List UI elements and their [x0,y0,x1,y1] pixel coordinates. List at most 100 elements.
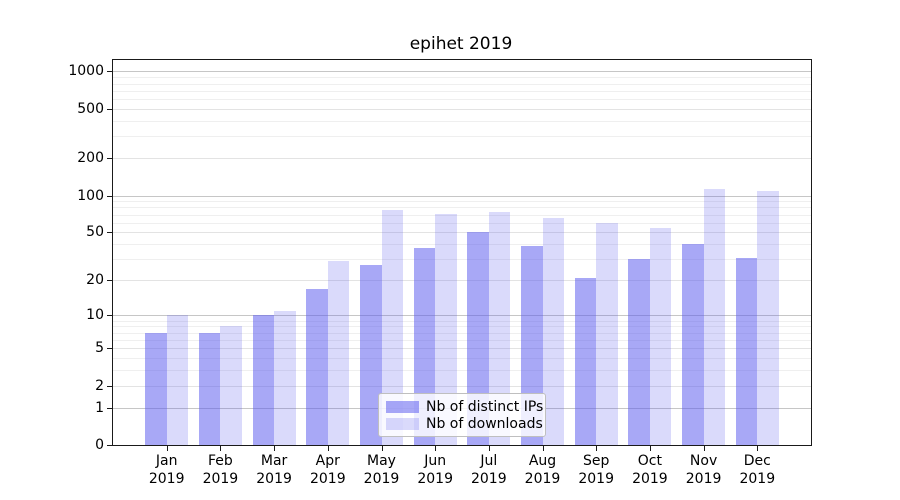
bar-oct-distinct-ips [628,259,650,445]
x-axis-tick-mark [435,446,437,451]
x-axis-month-label: May 2019 [363,453,400,487]
gridline [113,385,811,387]
x-axis-tick-mark [488,446,490,451]
gridline [113,348,811,350]
bar-sep-distinct-ips [574,277,597,445]
y-axis-tick-mark [107,232,112,234]
y-axis-tick-label: 2 [95,377,104,394]
bar-jan-downloads [166,315,189,445]
x-axis-month-label: Jun 2019 [417,453,453,487]
legend-label-downloads: Nb of downloads [426,415,543,432]
y-axis-tick-mark [107,348,112,350]
bar-may-distinct-ips [360,264,382,445]
legend: Nb of distinct IPs Nb of downloads [378,393,546,437]
gridline [113,207,811,209]
x-axis-tick-mark [327,446,329,451]
y-axis-tick-label: 20 [86,272,104,289]
bar-oct-downloads [649,228,672,445]
gridline [113,136,811,138]
x-axis-month-label: Jan 2019 [148,453,185,487]
chart-title: epihet 2019 [409,34,513,54]
y-axis-tick-label: 500 [77,100,104,117]
gridline [113,71,811,73]
bar-nov-distinct-ips [682,244,704,445]
bar-jun-downloads [435,213,457,445]
gridline [113,99,811,100]
gridline [113,83,811,85]
bar-apr-distinct-ips [306,288,328,445]
gridline [113,120,811,122]
gridline [113,332,811,334]
bar-nov-downloads [703,189,726,445]
x-axis-tick-mark [220,446,222,451]
x-axis-tick-mark [649,446,651,451]
x-axis-month-label: Oct 2019 [632,453,668,487]
gridline [113,232,811,234]
y-axis-tick-mark [107,280,112,282]
x-axis-month-label: Aug 2019 [524,453,561,487]
y-axis-tick-mark [107,385,112,387]
x-axis-tick-mark [166,446,168,451]
bar-jan-distinct-ips [145,332,167,445]
x-axis-month-label: Feb 2019 [202,453,239,487]
y-axis-tick-mark [107,195,112,197]
gridline [113,370,811,371]
y-axis-tick-label: 5 [95,340,104,357]
y-axis-tick-mark [107,158,112,160]
gridline [113,244,811,246]
gridline [113,259,811,261]
x-axis-tick-mark [274,446,276,451]
gridline [113,222,811,224]
x-axis-tick-mark [703,446,705,451]
legend-swatch-downloads [386,417,419,430]
x-axis-tick-mark [757,446,759,451]
legend-item-distinct-ips: Nb of distinct IPs [379,398,545,415]
gridline [113,90,811,92]
gridline [113,195,811,197]
bar-jul-downloads [488,211,511,445]
gridline [113,77,811,79]
bar-dec-downloads [757,190,779,445]
bar-aug-downloads [542,217,564,445]
x-axis-month-label: Mar 2019 [256,453,292,487]
y-axis-tick-mark [107,407,112,409]
y-axis-tick-label: 50 [86,224,104,241]
y-axis-tick-label: 0 [95,437,104,453]
x-axis-tick-mark [542,446,544,451]
gridline [113,158,811,160]
bar-may-downloads [381,210,403,445]
x-axis-tick-mark [596,446,598,451]
gridline [113,326,811,328]
bar-jul-distinct-ips [467,232,489,445]
bar-apr-downloads [327,261,350,445]
bar-dec-distinct-ips [735,257,758,445]
y-axis-tick-label: 100 [77,187,104,204]
gridline [113,214,811,216]
gridline [113,320,811,322]
gridline [113,339,811,341]
y-axis-tick-mark [107,108,112,110]
y-axis-tick-mark [107,445,112,446]
x-axis-month-label: Dec 2019 [739,453,776,487]
x-axis-month-label: Jul 2019 [470,453,507,487]
bar-mar-downloads [274,310,296,445]
y-axis-tick-label: 1000 [68,63,104,80]
y-axis-tick-label: 10 [86,307,104,324]
gridline [113,280,811,282]
y-axis-tick-mark [107,71,112,73]
y-axis-tick-label: 200 [77,150,104,167]
legend-label-distinct-ips: Nb of distinct IPs [426,398,544,415]
x-axis-month-label: Sep 2019 [578,453,614,487]
legend-swatch-distinct-ips [386,400,419,413]
plot-area [112,59,812,446]
bar-sep-downloads [596,222,618,445]
legend-item-downloads: Nb of downloads [379,415,545,432]
bar-feb-downloads [220,326,242,445]
gridline [113,108,811,110]
gridline [113,358,811,359]
x-axis-tick-mark [381,446,383,451]
x-axis-month-label: Apr 2019 [309,453,346,487]
x-axis-month-label: Nov 2019 [685,453,722,487]
bar-feb-distinct-ips [198,332,221,445]
